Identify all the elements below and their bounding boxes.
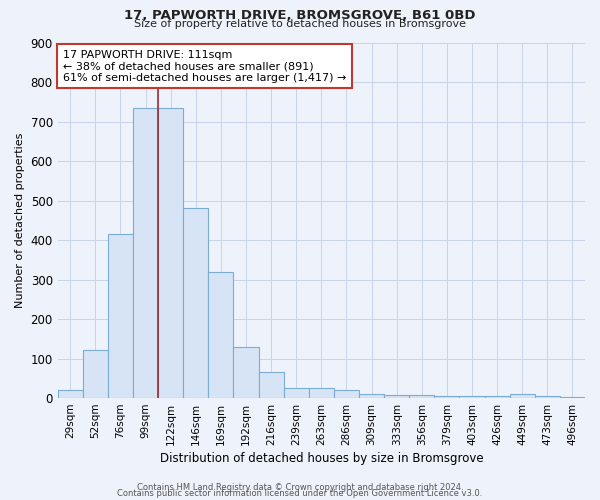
Bar	[259, 372, 284, 398]
Bar	[233, 346, 259, 398]
Bar	[133, 108, 158, 398]
Bar	[460, 396, 485, 398]
Text: 17 PAPWORTH DRIVE: 111sqm
← 38% of detached houses are smaller (891)
61% of semi: 17 PAPWORTH DRIVE: 111sqm ← 38% of detac…	[63, 50, 346, 83]
Bar	[509, 394, 535, 398]
Y-axis label: Number of detached properties: Number of detached properties	[15, 132, 25, 308]
Text: Size of property relative to detached houses in Bromsgrove: Size of property relative to detached ho…	[134, 19, 466, 29]
X-axis label: Distribution of detached houses by size in Bromsgrove: Distribution of detached houses by size …	[160, 452, 483, 465]
Bar	[334, 390, 359, 398]
Bar	[158, 108, 183, 398]
Text: 17, PAPWORTH DRIVE, BROMSGROVE, B61 0BD: 17, PAPWORTH DRIVE, BROMSGROVE, B61 0BD	[124, 9, 476, 22]
Bar	[409, 395, 434, 398]
Bar	[359, 394, 384, 398]
Bar	[384, 395, 409, 398]
Bar	[535, 396, 560, 398]
Bar	[108, 234, 133, 398]
Bar	[58, 390, 83, 398]
Text: Contains public sector information licensed under the Open Government Licence v3: Contains public sector information licen…	[118, 490, 482, 498]
Bar	[208, 272, 233, 398]
Bar	[284, 388, 309, 398]
Text: Contains HM Land Registry data © Crown copyright and database right 2024.: Contains HM Land Registry data © Crown c…	[137, 483, 463, 492]
Bar	[485, 396, 509, 398]
Bar	[183, 208, 208, 398]
Bar	[309, 388, 334, 398]
Bar	[434, 396, 460, 398]
Bar	[83, 350, 108, 398]
